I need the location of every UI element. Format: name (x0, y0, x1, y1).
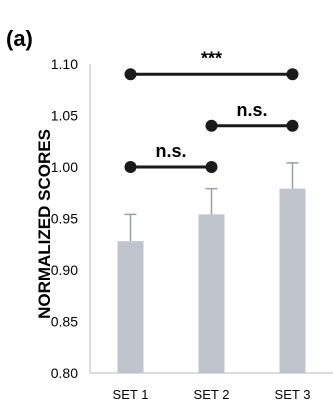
significance-label: *** (201, 48, 222, 68)
y-tick-labels: 0.80 0.85 0.90 0.95 1.00 1.05 1.10 (51, 56, 78, 381)
x-tick-label: SET 3 (275, 387, 311, 402)
significance-endpoint (286, 119, 299, 132)
significance-label: n.s. (236, 100, 267, 120)
significance-endpoint (124, 161, 137, 173)
bar (198, 214, 225, 373)
bar (279, 188, 306, 373)
significance-label: n.s. (155, 141, 186, 161)
significance-endpoint (286, 68, 299, 81)
x-tick-labels: SET 1 SET 2 SET 3 (113, 387, 311, 402)
y-tick-label: 1.05 (51, 108, 78, 124)
x-tick-label: SET 1 (113, 387, 149, 402)
y-tick-label: 1.00 (51, 159, 78, 175)
y-tick-label: 1.10 (51, 56, 78, 72)
y-axis-label: NORMALIZED SCORES (35, 129, 54, 319)
panel-label: (a) (6, 26, 33, 51)
significance-endpoint (205, 161, 218, 173)
significance-endpoint (205, 119, 218, 132)
significance-endpoint (124, 68, 137, 81)
y-tick-label: 0.90 (51, 262, 78, 278)
y-tick-label: 0.95 (51, 211, 78, 227)
bar (117, 241, 144, 373)
y-tick-label: 0.85 (51, 314, 78, 330)
bars (117, 162, 306, 373)
x-tick-label: SET 2 (194, 387, 230, 402)
significance-brackets: n.s. n.s. *** (124, 48, 299, 173)
y-tick-label: 0.80 (51, 365, 78, 381)
